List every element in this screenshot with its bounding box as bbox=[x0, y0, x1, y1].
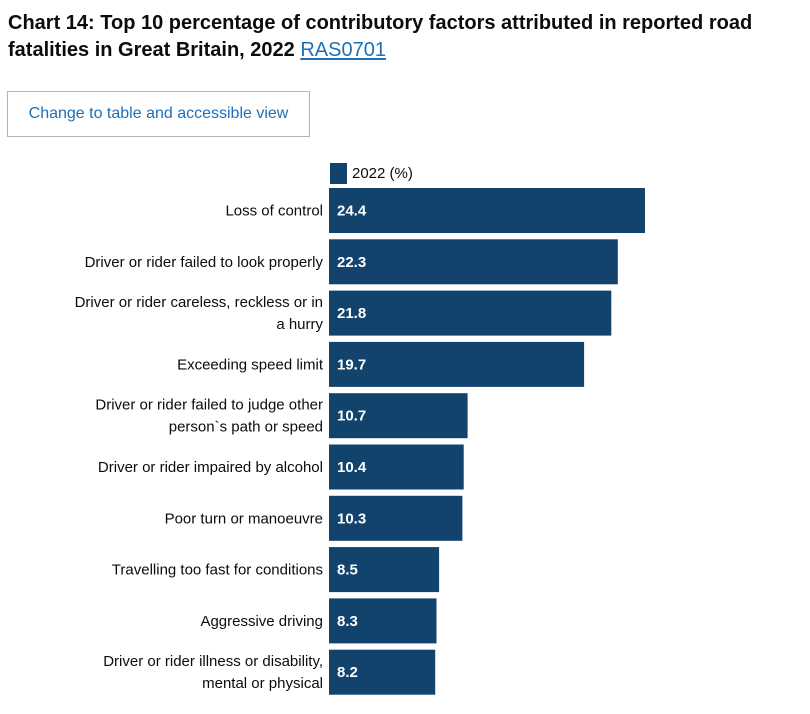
category-label-5-line-1: Driver or rider failed to judge other bbox=[95, 397, 323, 414]
bar-4 bbox=[329, 341, 585, 387]
bar-8 bbox=[329, 547, 440, 593]
value-label-9: 8.3 bbox=[337, 613, 358, 630]
value-label-10: 8.2 bbox=[337, 664, 358, 681]
bar-7 bbox=[329, 495, 463, 541]
value-label-7: 10.3 bbox=[337, 510, 366, 527]
chart-title-text: Chart 14: Top 10 percentage of contribut… bbox=[8, 12, 753, 61]
category-label-8: Travelling too fast for conditions bbox=[112, 562, 323, 579]
bar-1 bbox=[329, 188, 645, 233]
category-label-7: Poor turn or manoeuvre bbox=[165, 510, 323, 527]
category-label-6: Driver or rider impaired by alcohol bbox=[98, 459, 323, 476]
value-label-5: 10.7 bbox=[337, 408, 366, 425]
bar-5 bbox=[329, 393, 468, 439]
value-label-8: 8.5 bbox=[337, 562, 358, 579]
toggle-table-view-button[interactable]: Change to table and accessible view bbox=[7, 91, 310, 137]
chart-title: Chart 14: Top 10 percentage of contribut… bbox=[8, 10, 798, 64]
legend-label: 2022 (%) bbox=[352, 164, 413, 182]
category-label-9: Aggressive driving bbox=[200, 613, 323, 630]
value-label-3: 21.8 bbox=[337, 305, 366, 322]
bar-6 bbox=[329, 444, 464, 490]
bar-3 bbox=[329, 290, 612, 336]
category-label-10-line-2: mental or physical bbox=[202, 675, 323, 692]
chart-legend: 2022 (%) bbox=[330, 162, 413, 184]
category-label-4: Exceeding speed limit bbox=[177, 356, 324, 373]
category-label-10-line-1: Driver or rider illness or disability, bbox=[103, 653, 323, 670]
value-label-4: 19.7 bbox=[337, 356, 366, 373]
value-label-6: 10.4 bbox=[337, 459, 367, 476]
source-table-link[interactable]: RAS0701 bbox=[300, 39, 386, 61]
bar-2 bbox=[329, 239, 618, 285]
value-label-1: 24.4 bbox=[337, 203, 367, 220]
legend-swatch bbox=[330, 162, 347, 184]
category-label-5-line-2: person`s path or speed bbox=[169, 419, 323, 436]
category-label-3-line-1: Driver or rider careless, reckless or in bbox=[75, 294, 323, 311]
category-label-3-line-2: a hurry bbox=[276, 316, 323, 333]
category-label-2: Driver or rider failed to look properly bbox=[85, 254, 324, 271]
bar-10 bbox=[329, 649, 436, 695]
category-label-1: Loss of control bbox=[225, 203, 323, 220]
bar-9 bbox=[329, 598, 437, 644]
value-label-2: 22.3 bbox=[337, 254, 366, 271]
